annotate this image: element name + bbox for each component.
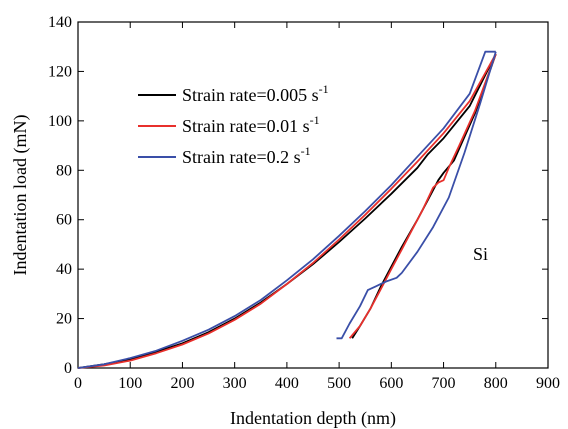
series-line-2-loading (77, 50, 496, 369)
x-tick-label: 900 (536, 375, 560, 392)
x-tick-label: 100 (118, 375, 142, 392)
y-axis: 0 20 40 60 80 100 120 140 (48, 14, 548, 377)
legend-label-superscript: -1 (319, 82, 329, 96)
x-tick-label: 400 (275, 375, 299, 392)
series-line-1-loading (77, 53, 497, 369)
y-tick-label: 140 (48, 14, 72, 31)
x-tick-label: 300 (223, 375, 247, 392)
y-tick-label: 20 (56, 311, 72, 328)
y-tick-label: 100 (48, 113, 72, 130)
y-tick-label: 120 (48, 63, 72, 80)
legend-label: Strain rate=0.005 s-1 (182, 82, 329, 105)
series-line-2-unloading (336, 51, 497, 340)
y-tick-label: 0 (64, 360, 72, 377)
legend-label-text: Strain rate=0.2 s (182, 147, 301, 167)
legend-label: Strain rate=0.01 s-1 (182, 113, 320, 136)
y-tick-label: 80 (56, 162, 72, 179)
y-tick-label: 60 (56, 212, 72, 229)
x-axis: 0 100 200 300 400 500 600 700 800 900 (74, 22, 560, 392)
x-axis-title: Indentation depth (nm) (230, 408, 396, 429)
plot-frame (77, 21, 549, 369)
legend-label-superscript: -1 (301, 144, 311, 158)
x-tick-label: 0 (74, 375, 82, 392)
y-axis-title: Indentation load (mN) (10, 115, 31, 276)
legend-label: Strain rate=0.2 s-1 (182, 144, 311, 167)
x-tick-label: 500 (327, 375, 351, 392)
series-line-1-unloading (348, 53, 497, 339)
legend-label-text: Strain rate=0.01 s (182, 116, 310, 136)
y-tick-label: 40 (56, 261, 72, 278)
material-annotation: Si (473, 244, 488, 264)
x-tick-label: 600 (379, 375, 403, 392)
x-tick-label: 200 (170, 375, 194, 392)
x-tick-label: 800 (484, 375, 508, 392)
legend-label-superscript: -1 (310, 113, 320, 127)
legend-label-text: Strain rate=0.005 s (182, 85, 319, 105)
series-lines (77, 50, 497, 369)
x-tick-label: 700 (432, 375, 456, 392)
